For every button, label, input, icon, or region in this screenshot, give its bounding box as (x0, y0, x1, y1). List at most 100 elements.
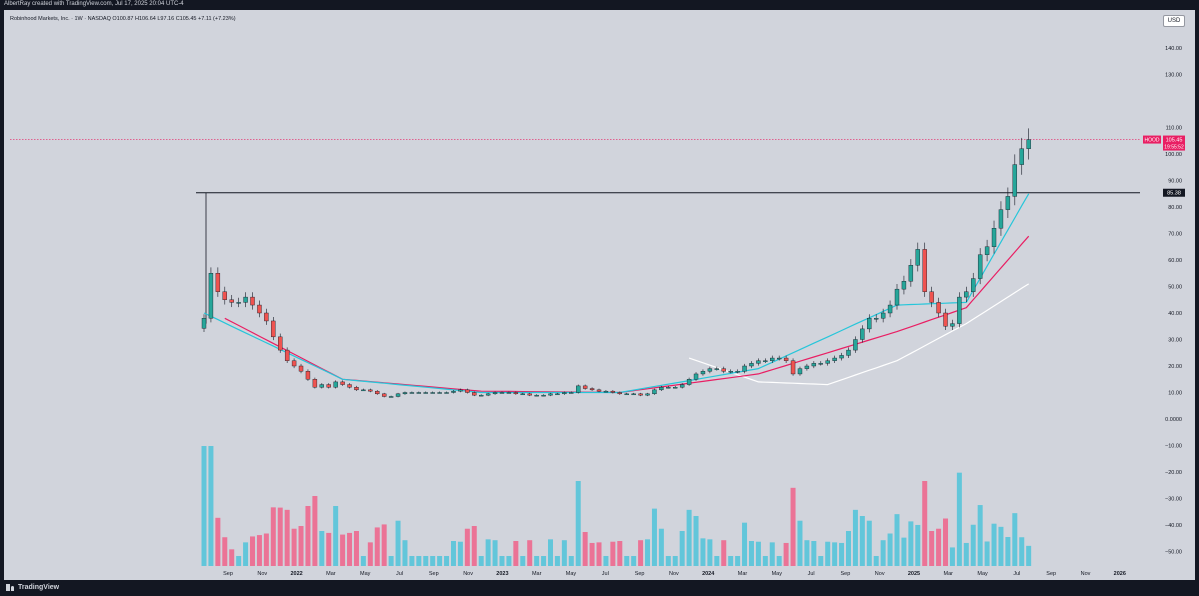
volume-bar (943, 518, 949, 566)
volume-bar (700, 538, 706, 566)
candle-body (770, 357, 775, 361)
volume-bar (977, 505, 983, 566)
candle-body (721, 368, 726, 372)
volume-bar (263, 533, 269, 566)
volume-bar (1012, 513, 1018, 566)
price-tick-label: 90.00 (1168, 179, 1182, 185)
candle-body (991, 227, 997, 247)
candle-body (409, 392, 415, 394)
volume-bar (548, 539, 553, 566)
ema-fast-line (203, 193, 1030, 394)
volume-bar (444, 556, 450, 566)
price-tick-label: 110.00 (1166, 126, 1182, 132)
tradingview-icon (6, 584, 15, 591)
candle-body (527, 393, 532, 396)
candle-body (430, 392, 435, 394)
candle-body (1005, 196, 1011, 210)
volume-bar (769, 542, 775, 566)
candle-body (368, 389, 373, 392)
time-tick-label: May (977, 571, 988, 577)
time-tick-label: Nov (463, 571, 473, 577)
volume-bar (748, 541, 754, 566)
time-tick-label: Nov (669, 571, 679, 577)
candle-body (506, 392, 512, 394)
time-tick-label: Mar (738, 571, 748, 577)
volume-bar (665, 556, 671, 566)
candle-body (783, 357, 789, 361)
volume-bar (859, 516, 865, 566)
price-tick-label: 30.00 (1168, 338, 1182, 344)
candle-body (624, 393, 629, 396)
volume-bar (256, 535, 262, 566)
resistance-price-tag (1163, 188, 1185, 197)
candle-body (998, 209, 1004, 229)
candle-body (700, 371, 706, 375)
candle-body (652, 389, 657, 395)
volume-bar (963, 542, 969, 566)
credit-text: AlbertRay created with TradingView.com, … (4, 1, 184, 7)
volume-bar (450, 541, 456, 566)
volume-bar (347, 532, 353, 566)
price-tick-label: 140.00 (1165, 46, 1182, 52)
candle-body (333, 381, 338, 388)
time-tick-label: May (566, 571, 577, 577)
volume-bar (679, 531, 685, 566)
time-tick-label: Mar (532, 571, 542, 577)
volume-bar (949, 547, 955, 566)
candle-body (957, 296, 962, 324)
candle-body (679, 384, 685, 388)
volume-bar (686, 509, 692, 566)
bottom-bar: TradingView (0, 580, 1199, 596)
candle-body (915, 249, 920, 266)
time-tick-label: Sep (841, 571, 851, 577)
candle-body (569, 392, 574, 394)
time-tick-label: 2025 (908, 571, 920, 577)
volume-bar (721, 540, 727, 566)
volume-bar (298, 526, 304, 566)
time-tick-label: May (772, 571, 783, 577)
volume-bar (277, 507, 283, 566)
volume-bar (326, 532, 332, 566)
candle-body (541, 394, 546, 397)
ticker-label: HOOD (1145, 138, 1160, 144)
candle-body (520, 393, 525, 396)
volume-bar (520, 556, 526, 566)
time-tick-label: 2024 (702, 571, 715, 577)
volume-bar (492, 540, 498, 566)
volume-bar (818, 556, 824, 566)
candle-body (659, 387, 664, 391)
candle-body (257, 304, 262, 314)
volume-bar (901, 537, 907, 566)
volume-bar (305, 506, 311, 566)
volume-bar (222, 537, 228, 566)
volume-bar (984, 541, 990, 566)
price-tick-label: 80.00 (1168, 205, 1182, 211)
price-tick-label: 60.00 (1168, 258, 1182, 264)
candle-body (617, 392, 622, 395)
volume-bar (367, 542, 373, 566)
time-tick-label: 2022 (290, 571, 302, 577)
ema-slow-line (224, 235, 1030, 394)
volume-bar (430, 556, 436, 566)
candle-body (860, 328, 865, 340)
candle-body (562, 392, 567, 395)
volume-bar (353, 531, 359, 566)
currency-button[interactable]: USD (1163, 15, 1185, 27)
candle-body (811, 363, 817, 367)
volume-bar (894, 514, 900, 566)
volume-bar (499, 556, 505, 566)
volume-bar (790, 487, 796, 566)
time-tick-label: 2023 (496, 571, 508, 577)
volume-bar (1019, 537, 1025, 566)
volume-bar (1026, 545, 1032, 566)
volume-bar (991, 523, 997, 566)
candle-body (638, 393, 643, 396)
volume-bar (236, 556, 242, 566)
volume-bar (631, 556, 637, 566)
volume-bar (908, 521, 914, 566)
candle-body (513, 392, 519, 395)
candle-body (381, 393, 387, 397)
candle-body (208, 273, 214, 319)
volume-bar (638, 540, 644, 566)
